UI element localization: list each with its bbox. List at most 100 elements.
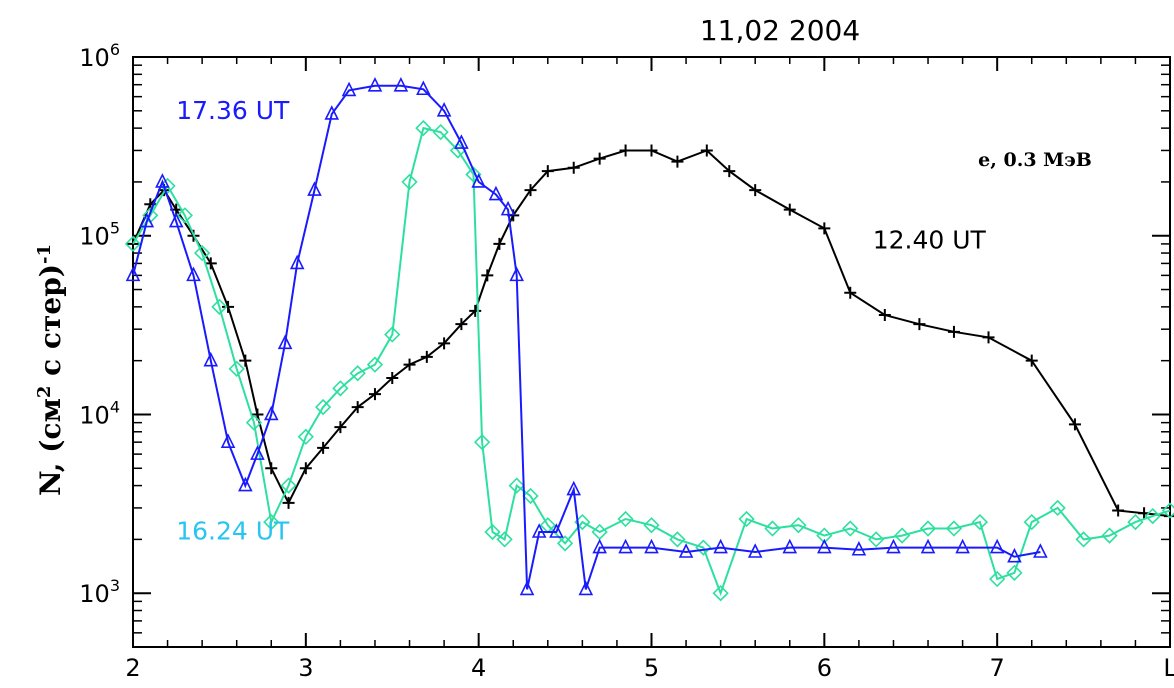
data-point <box>454 134 469 149</box>
y-tick-label: 103 <box>79 576 120 608</box>
data-point <box>471 173 486 188</box>
data-point <box>618 538 633 554</box>
data-point <box>351 401 364 414</box>
data-point <box>578 580 594 596</box>
data-point <box>124 235 142 253</box>
data-point <box>265 462 278 475</box>
data-point <box>509 266 524 282</box>
data-point <box>971 513 989 531</box>
data-point <box>168 212 184 228</box>
data-point <box>238 476 253 492</box>
data-point <box>783 203 796 216</box>
data-point <box>299 462 312 475</box>
data-point <box>176 207 193 224</box>
data-point <box>186 266 201 282</box>
data-point <box>508 477 525 494</box>
data-point <box>1075 531 1092 548</box>
data-point <box>747 543 763 558</box>
data-point <box>982 331 995 344</box>
y-tick-label: 106 <box>79 40 120 72</box>
data-point <box>324 105 340 120</box>
data-point <box>1161 502 1174 519</box>
data-point <box>496 531 513 548</box>
data-point <box>749 184 762 197</box>
data-point <box>465 166 482 183</box>
data-point <box>403 358 416 371</box>
data-point <box>816 527 833 544</box>
data-point <box>220 433 236 448</box>
data-point <box>307 181 322 196</box>
data-point <box>500 200 516 216</box>
data-point <box>790 517 807 534</box>
data-point <box>955 538 970 554</box>
data-point <box>643 517 660 534</box>
data-point <box>1007 547 1022 563</box>
x-tick-label: 7 <box>990 654 1005 682</box>
data-point <box>617 510 634 528</box>
data-point <box>277 334 293 350</box>
data-point <box>1112 504 1125 517</box>
data-point <box>851 540 867 556</box>
series-diamond <box>124 119 1174 602</box>
data-point <box>524 184 537 197</box>
data-point <box>920 538 936 554</box>
data-point <box>401 173 418 191</box>
data-point <box>522 487 539 505</box>
data-point <box>481 269 494 282</box>
x-tick-label: 4 <box>471 654 486 682</box>
data-point <box>712 585 729 602</box>
data-point <box>671 155 684 168</box>
data-point <box>263 513 280 531</box>
data-point <box>349 365 366 382</box>
data-point <box>155 173 170 188</box>
data-point <box>203 351 219 367</box>
series-annotation: 16.24 UT <box>176 516 290 545</box>
data-point <box>125 266 141 282</box>
data-point <box>723 165 736 178</box>
data-point <box>738 510 755 528</box>
y-axis-label-sup: 2 <box>34 386 55 399</box>
data-point <box>245 414 263 431</box>
data-point <box>432 123 449 141</box>
data-point <box>368 388 381 401</box>
data-point <box>332 380 349 397</box>
y-axis-label-mid: с стер) <box>34 264 67 386</box>
data-point <box>484 523 501 541</box>
data-point <box>280 477 297 494</box>
data-point <box>592 538 607 554</box>
data-point <box>263 405 279 421</box>
data-point <box>473 434 491 451</box>
data-point <box>334 421 347 434</box>
data-point <box>314 398 332 416</box>
data-point <box>384 326 401 343</box>
y-tick-label: 104 <box>79 397 120 429</box>
y-axis-label-main: N, (см <box>34 398 67 496</box>
data-point <box>493 237 506 250</box>
data-point <box>700 144 713 157</box>
data-point <box>438 337 451 350</box>
data-point <box>1164 510 1174 523</box>
data-point <box>868 531 885 548</box>
data-point <box>289 254 305 270</box>
data-point <box>619 144 632 157</box>
data-point <box>842 520 859 537</box>
data-point <box>567 161 580 174</box>
data-point <box>455 318 468 331</box>
series-triangle <box>125 77 1048 596</box>
data-point <box>764 520 781 537</box>
data-point <box>367 77 383 92</box>
data-point <box>989 538 1005 554</box>
data-point <box>469 304 482 317</box>
data-point <box>695 539 712 556</box>
data-point <box>1023 513 1040 531</box>
data-point <box>1101 527 1118 544</box>
data-point <box>989 570 1006 588</box>
y-axis-label: N, (см2 с стер)-1 <box>34 244 67 496</box>
data-point <box>228 360 245 377</box>
series-annotation: 17.36 UT <box>176 96 290 125</box>
data-point <box>644 538 659 554</box>
x-tick-label: 5 <box>644 654 659 682</box>
data-point <box>1033 543 1048 558</box>
x-tick-label: 3 <box>298 654 313 682</box>
data-point <box>420 350 433 363</box>
